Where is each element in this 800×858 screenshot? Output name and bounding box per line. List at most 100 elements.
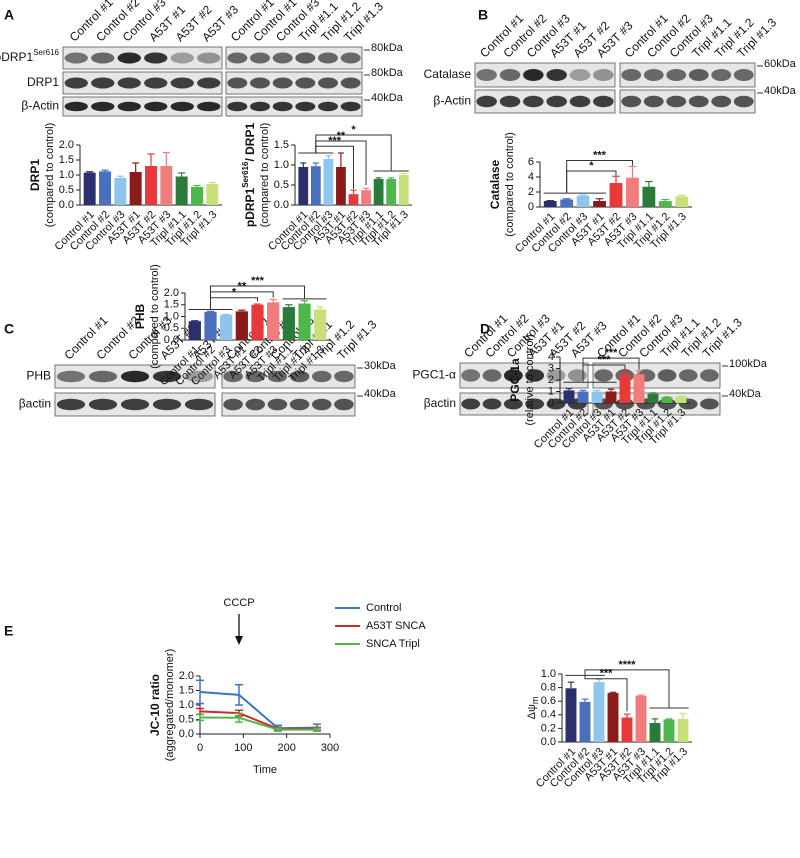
blot-band bbox=[227, 52, 248, 64]
significance-bracket bbox=[210, 297, 258, 310]
y-tick-label: 1.0 bbox=[541, 668, 556, 680]
bar bbox=[661, 397, 673, 403]
blot-band bbox=[334, 398, 354, 411]
blot-band bbox=[523, 69, 544, 81]
blot-band bbox=[621, 69, 642, 81]
significance-label: *** bbox=[598, 354, 612, 366]
bar bbox=[336, 167, 346, 205]
bar bbox=[175, 176, 188, 205]
blot-band bbox=[318, 52, 338, 64]
bar bbox=[577, 391, 589, 403]
blot-band bbox=[272, 101, 293, 112]
blot-band bbox=[120, 370, 150, 383]
blot-band bbox=[334, 370, 354, 383]
significance-bracket bbox=[582, 364, 626, 383]
blot-band bbox=[666, 69, 687, 81]
bar bbox=[373, 179, 384, 205]
blot-band bbox=[64, 101, 88, 112]
significance-bracket bbox=[315, 145, 354, 189]
blot-band bbox=[594, 369, 613, 382]
significance-bracket bbox=[584, 669, 670, 708]
bar bbox=[129, 172, 142, 205]
bar bbox=[658, 201, 672, 207]
row-label-text: β-Actin bbox=[21, 99, 59, 113]
annotation: CCCP bbox=[223, 597, 254, 609]
x-axis-title: Time bbox=[253, 764, 277, 776]
blot-band bbox=[295, 77, 316, 89]
y-axis-title-sup: Ser616 bbox=[241, 161, 250, 188]
x-tick-label: 300 bbox=[321, 742, 339, 754]
y-tick-label: 1.0 bbox=[274, 159, 289, 171]
blot-band bbox=[569, 69, 591, 81]
bar bbox=[565, 688, 577, 742]
blot-band bbox=[643, 69, 664, 81]
significance-label: *** bbox=[593, 149, 607, 161]
bar bbox=[235, 311, 248, 340]
blot-band bbox=[499, 69, 521, 81]
y-tick-label: 4 bbox=[528, 171, 534, 183]
bar bbox=[591, 391, 603, 403]
blot-band bbox=[170, 101, 194, 112]
y-tick-label: 0.5 bbox=[179, 713, 194, 725]
bar bbox=[626, 177, 639, 207]
blot-band bbox=[152, 370, 182, 383]
blot-strip bbox=[474, 62, 616, 88]
blot-band bbox=[227, 77, 248, 89]
y-tick-label: 0.0 bbox=[164, 334, 179, 346]
blot-band bbox=[711, 69, 732, 81]
row-label-text: Catalase bbox=[424, 67, 472, 81]
blot-band bbox=[120, 398, 150, 411]
row-label: PHB bbox=[26, 369, 51, 383]
blot-band bbox=[318, 101, 338, 112]
blot-band bbox=[503, 398, 523, 410]
bar bbox=[593, 201, 606, 207]
blot-band bbox=[711, 95, 732, 108]
panel-letter: E bbox=[4, 623, 13, 639]
kda-marker: 30kDa bbox=[364, 360, 397, 372]
bar bbox=[220, 314, 233, 340]
blot-band bbox=[250, 101, 270, 112]
blot-band bbox=[88, 398, 118, 411]
bar bbox=[386, 179, 397, 205]
bar bbox=[647, 393, 659, 403]
significance-label: **** bbox=[618, 659, 636, 671]
blot-band bbox=[250, 52, 270, 64]
row-label-text: β-Actin bbox=[433, 94, 471, 108]
significance-bracket bbox=[566, 170, 617, 194]
blot-band bbox=[688, 95, 709, 108]
legend-label: SNCA Tripl bbox=[366, 638, 420, 650]
bar bbox=[621, 717, 633, 742]
panel-letter: A bbox=[4, 7, 14, 23]
bar bbox=[579, 701, 591, 742]
blot-band bbox=[340, 77, 361, 89]
significance-label: *** bbox=[605, 347, 619, 359]
bar bbox=[348, 194, 359, 205]
y-axis-title: PHB bbox=[133, 304, 147, 330]
blot-band bbox=[272, 52, 293, 64]
blot-band bbox=[56, 370, 86, 383]
blot-band bbox=[117, 52, 141, 64]
blot-band bbox=[476, 95, 497, 108]
y-axis-title-subscript: m bbox=[530, 697, 540, 705]
y-tick-label: 2.0 bbox=[59, 139, 74, 151]
blot-band bbox=[569, 95, 591, 108]
bar bbox=[675, 196, 689, 207]
blot-band bbox=[245, 398, 266, 411]
blot-band bbox=[295, 101, 316, 112]
bar bbox=[543, 201, 557, 207]
blot-band bbox=[593, 95, 614, 108]
y-axis-subtitle: (compared to control) bbox=[44, 123, 56, 228]
blot-band bbox=[267, 370, 288, 383]
bar bbox=[323, 159, 334, 205]
blot-band bbox=[482, 369, 502, 382]
bar bbox=[560, 199, 574, 207]
bar bbox=[298, 167, 309, 205]
row-label: β-Actin bbox=[433, 94, 471, 108]
bar bbox=[114, 178, 127, 205]
blot-band bbox=[56, 398, 86, 411]
blot-band bbox=[64, 77, 88, 89]
bar bbox=[191, 187, 203, 205]
blot-band bbox=[666, 95, 687, 108]
row-label-text: PGC1-α bbox=[412, 368, 456, 382]
